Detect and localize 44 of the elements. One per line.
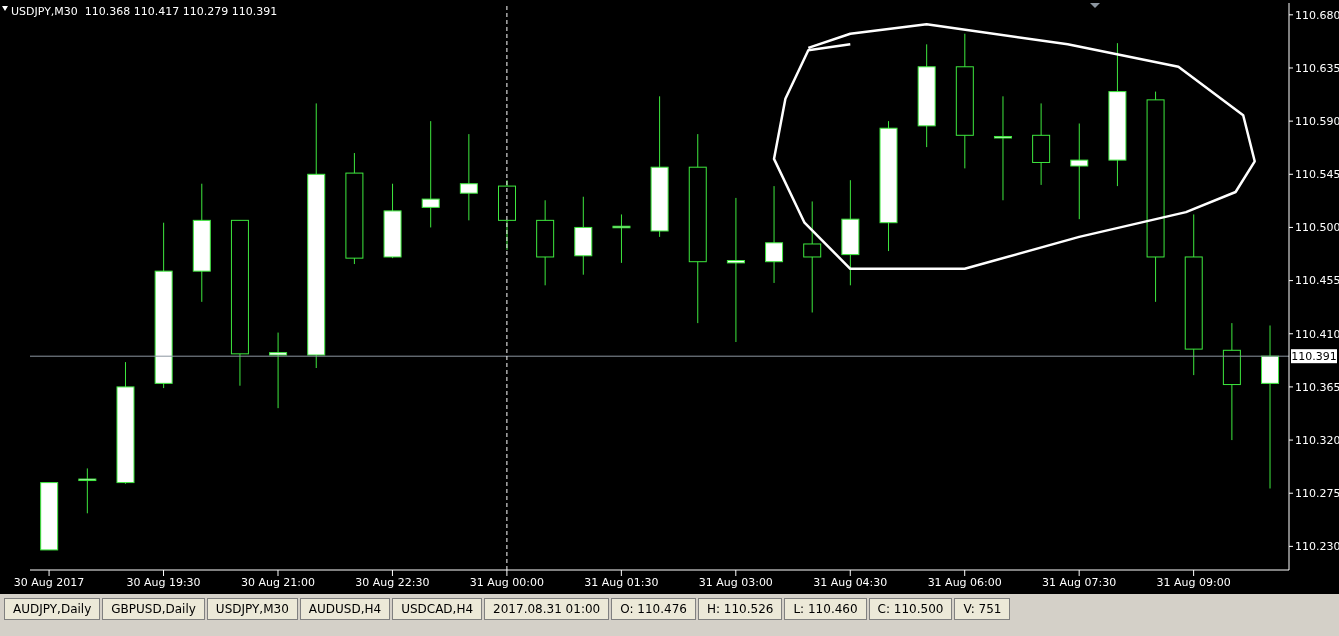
candlestick xyxy=(1070,122,1089,220)
x-tick-label: 31 Aug 00:00 xyxy=(469,575,544,589)
x-tick-label: 30 Aug 2017 xyxy=(13,575,85,589)
candlestick xyxy=(803,200,822,313)
x-tick-label: 31 Aug 06:00 xyxy=(927,575,1002,589)
text: USDJPY,M30 xyxy=(206,598,298,620)
x-tick-label: 31 Aug 01:30 xyxy=(584,575,659,589)
text: H: 110.526 xyxy=(697,598,783,620)
y-tick-label: 110.680 xyxy=(1295,8,1339,22)
candlestick xyxy=(78,467,97,514)
candlestick xyxy=(993,95,1012,201)
text: AUDJPY,Daily xyxy=(4,598,101,620)
x-tick-label: 30 Aug 21:00 xyxy=(240,575,316,589)
y-tick-label: 110.500 xyxy=(1295,221,1339,235)
y-tick-label: 110.410 xyxy=(1295,327,1339,341)
text: C: 110.500 xyxy=(868,598,953,620)
text: O: 110.476 xyxy=(611,598,696,620)
text: AUDUSD,H4 xyxy=(299,598,391,620)
x-tick-label: 31 Aug 03:00 xyxy=(698,575,773,589)
text: L: 110.460 xyxy=(784,598,867,620)
text: V: 751 xyxy=(954,598,1011,620)
y-tick-label: 110.365 xyxy=(1295,380,1339,394)
x-tick-label: 30 Aug 19:30 xyxy=(126,575,201,589)
y-tick-label: 110.590 xyxy=(1295,115,1339,129)
ref-line-label: 110.391 xyxy=(1291,350,1337,364)
y-tick-label: 110.635 xyxy=(1295,61,1339,75)
text: USDCAD,H4 xyxy=(392,598,483,620)
x-tick-label: 31 Aug 07:30 xyxy=(1042,575,1117,589)
chart-title: USDJPY,M30 110.368 110.417 110.279 110.391 xyxy=(11,5,278,18)
x-tick-label: 30 Aug 22:30 xyxy=(355,575,430,589)
candlestick xyxy=(726,197,745,343)
y-tick-label: 110.320 xyxy=(1295,433,1339,447)
x-tick-label: 31 Aug 09:00 xyxy=(1156,575,1231,589)
y-tick-label: 110.275 xyxy=(1295,487,1339,501)
candlestick xyxy=(765,185,784,284)
candlestick xyxy=(421,120,440,228)
y-tick-label: 110.455 xyxy=(1295,274,1339,288)
text: 2017.08.31 01:00 xyxy=(484,598,610,620)
x-tick-label: 31 Aug 04:30 xyxy=(813,575,888,589)
y-tick-label: 110.230 xyxy=(1295,540,1339,554)
y-tick-label: 110.545 xyxy=(1295,168,1339,182)
candlestick xyxy=(459,133,478,221)
text: GBPUSD,Daily xyxy=(102,598,205,620)
candlestick xyxy=(269,332,288,409)
